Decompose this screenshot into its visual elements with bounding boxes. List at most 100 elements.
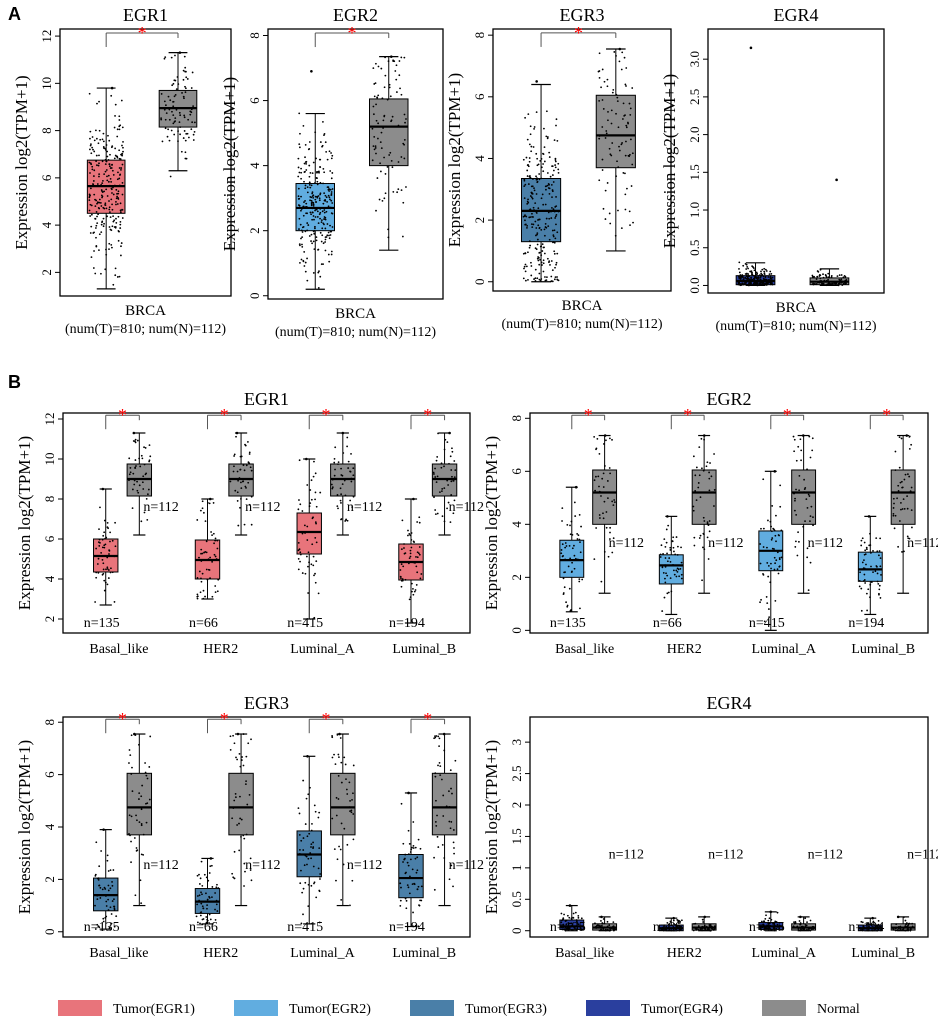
tumor-point (195, 915, 198, 918)
normal-point (347, 460, 350, 463)
tumor-point (211, 595, 214, 598)
normal-point (139, 465, 142, 468)
normal-point (706, 536, 709, 539)
tumor-point (769, 282, 772, 285)
normal-point (183, 116, 186, 119)
tumor-point (554, 206, 557, 208)
tumor-box (398, 854, 424, 899)
y-tick-label: 6 (247, 97, 262, 104)
tumor-point (523, 179, 526, 182)
normal-point (823, 279, 826, 282)
tumor-point (760, 598, 762, 601)
normal-point (383, 86, 386, 89)
tumor-point (767, 519, 769, 522)
normal-point (174, 117, 177, 120)
normal-point (804, 925, 807, 928)
tumor-point (553, 139, 556, 142)
normal-point (128, 762, 130, 764)
normal-point (794, 499, 796, 502)
tumor-point (561, 507, 564, 510)
tumor-point (530, 145, 533, 148)
tumor-point (99, 897, 102, 899)
tumor-point (119, 209, 122, 212)
normal-point (607, 110, 609, 113)
normal-point (433, 888, 436, 891)
tumor-point (554, 276, 557, 279)
normal-point (822, 273, 824, 276)
tumor-point (309, 786, 311, 789)
normal-point (397, 124, 400, 127)
normal-point (631, 87, 634, 89)
tumor-point (303, 171, 306, 173)
tumor-point (205, 551, 208, 554)
tumor-point (301, 231, 304, 233)
normal-point (233, 455, 235, 457)
tumor-point (545, 188, 547, 191)
normal-point (452, 829, 455, 831)
tumor-point (541, 250, 544, 252)
tumor-point (313, 574, 315, 577)
tumor-point (545, 110, 548, 113)
normal-point (138, 821, 141, 823)
normal-point (249, 857, 252, 860)
tumor-point (92, 267, 95, 269)
tumor-point (110, 94, 113, 97)
tumor-point (664, 564, 666, 567)
tumor-point (330, 191, 333, 193)
normal-point (231, 478, 234, 480)
tumor-point (762, 573, 765, 576)
normal-point (140, 902, 143, 905)
tumor-point (774, 920, 777, 923)
tumor-point (534, 202, 537, 205)
normal-point (709, 929, 712, 932)
tumor-point (562, 923, 565, 926)
tumor-point (859, 571, 861, 574)
tumor-point (415, 556, 417, 558)
normal-point (822, 276, 825, 279)
normal-point (793, 438, 796, 441)
tumor-point (578, 514, 581, 516)
normal-point (800, 925, 803, 928)
tumor-point (330, 250, 333, 253)
tumor-point (110, 187, 113, 190)
tumor-point (214, 591, 217, 594)
normal-point (601, 126, 604, 128)
tumor-point (678, 575, 681, 578)
normal-point (236, 491, 239, 494)
tumor-point (297, 195, 300, 198)
normal-point (130, 734, 133, 737)
tumor-point (108, 208, 111, 211)
tumor-point (541, 264, 543, 266)
tumor-point (314, 198, 317, 201)
tumor-point (297, 508, 300, 511)
tumor-point (89, 137, 91, 140)
normal-point (842, 276, 845, 279)
tumor-point (196, 577, 199, 579)
tumor-point (526, 138, 529, 141)
tumor-point (309, 489, 312, 491)
tumor-point (662, 929, 665, 932)
tumor-point (877, 554, 880, 557)
tumor-point (214, 892, 217, 894)
y-tick-label: 2 (472, 217, 487, 224)
significance-star: * (118, 405, 127, 425)
normal-point (239, 468, 242, 471)
normal-point (137, 491, 140, 494)
y-tick-label: 6 (42, 535, 57, 542)
tumor-point (329, 170, 332, 172)
normal-point (136, 439, 139, 442)
tumor-point (209, 865, 212, 868)
tumor-point (103, 546, 106, 549)
tumor-point (404, 897, 407, 900)
normal-point (177, 140, 179, 143)
normal-point (693, 922, 695, 925)
normal-point (135, 847, 138, 849)
tumor-point (872, 549, 874, 552)
tumor-point (298, 143, 301, 146)
tumor-point (101, 160, 104, 163)
tumor-point (413, 883, 416, 886)
tumor-point (546, 136, 549, 138)
tumor-point (666, 574, 669, 577)
normal-point (132, 431, 136, 435)
normal-point (610, 122, 613, 125)
